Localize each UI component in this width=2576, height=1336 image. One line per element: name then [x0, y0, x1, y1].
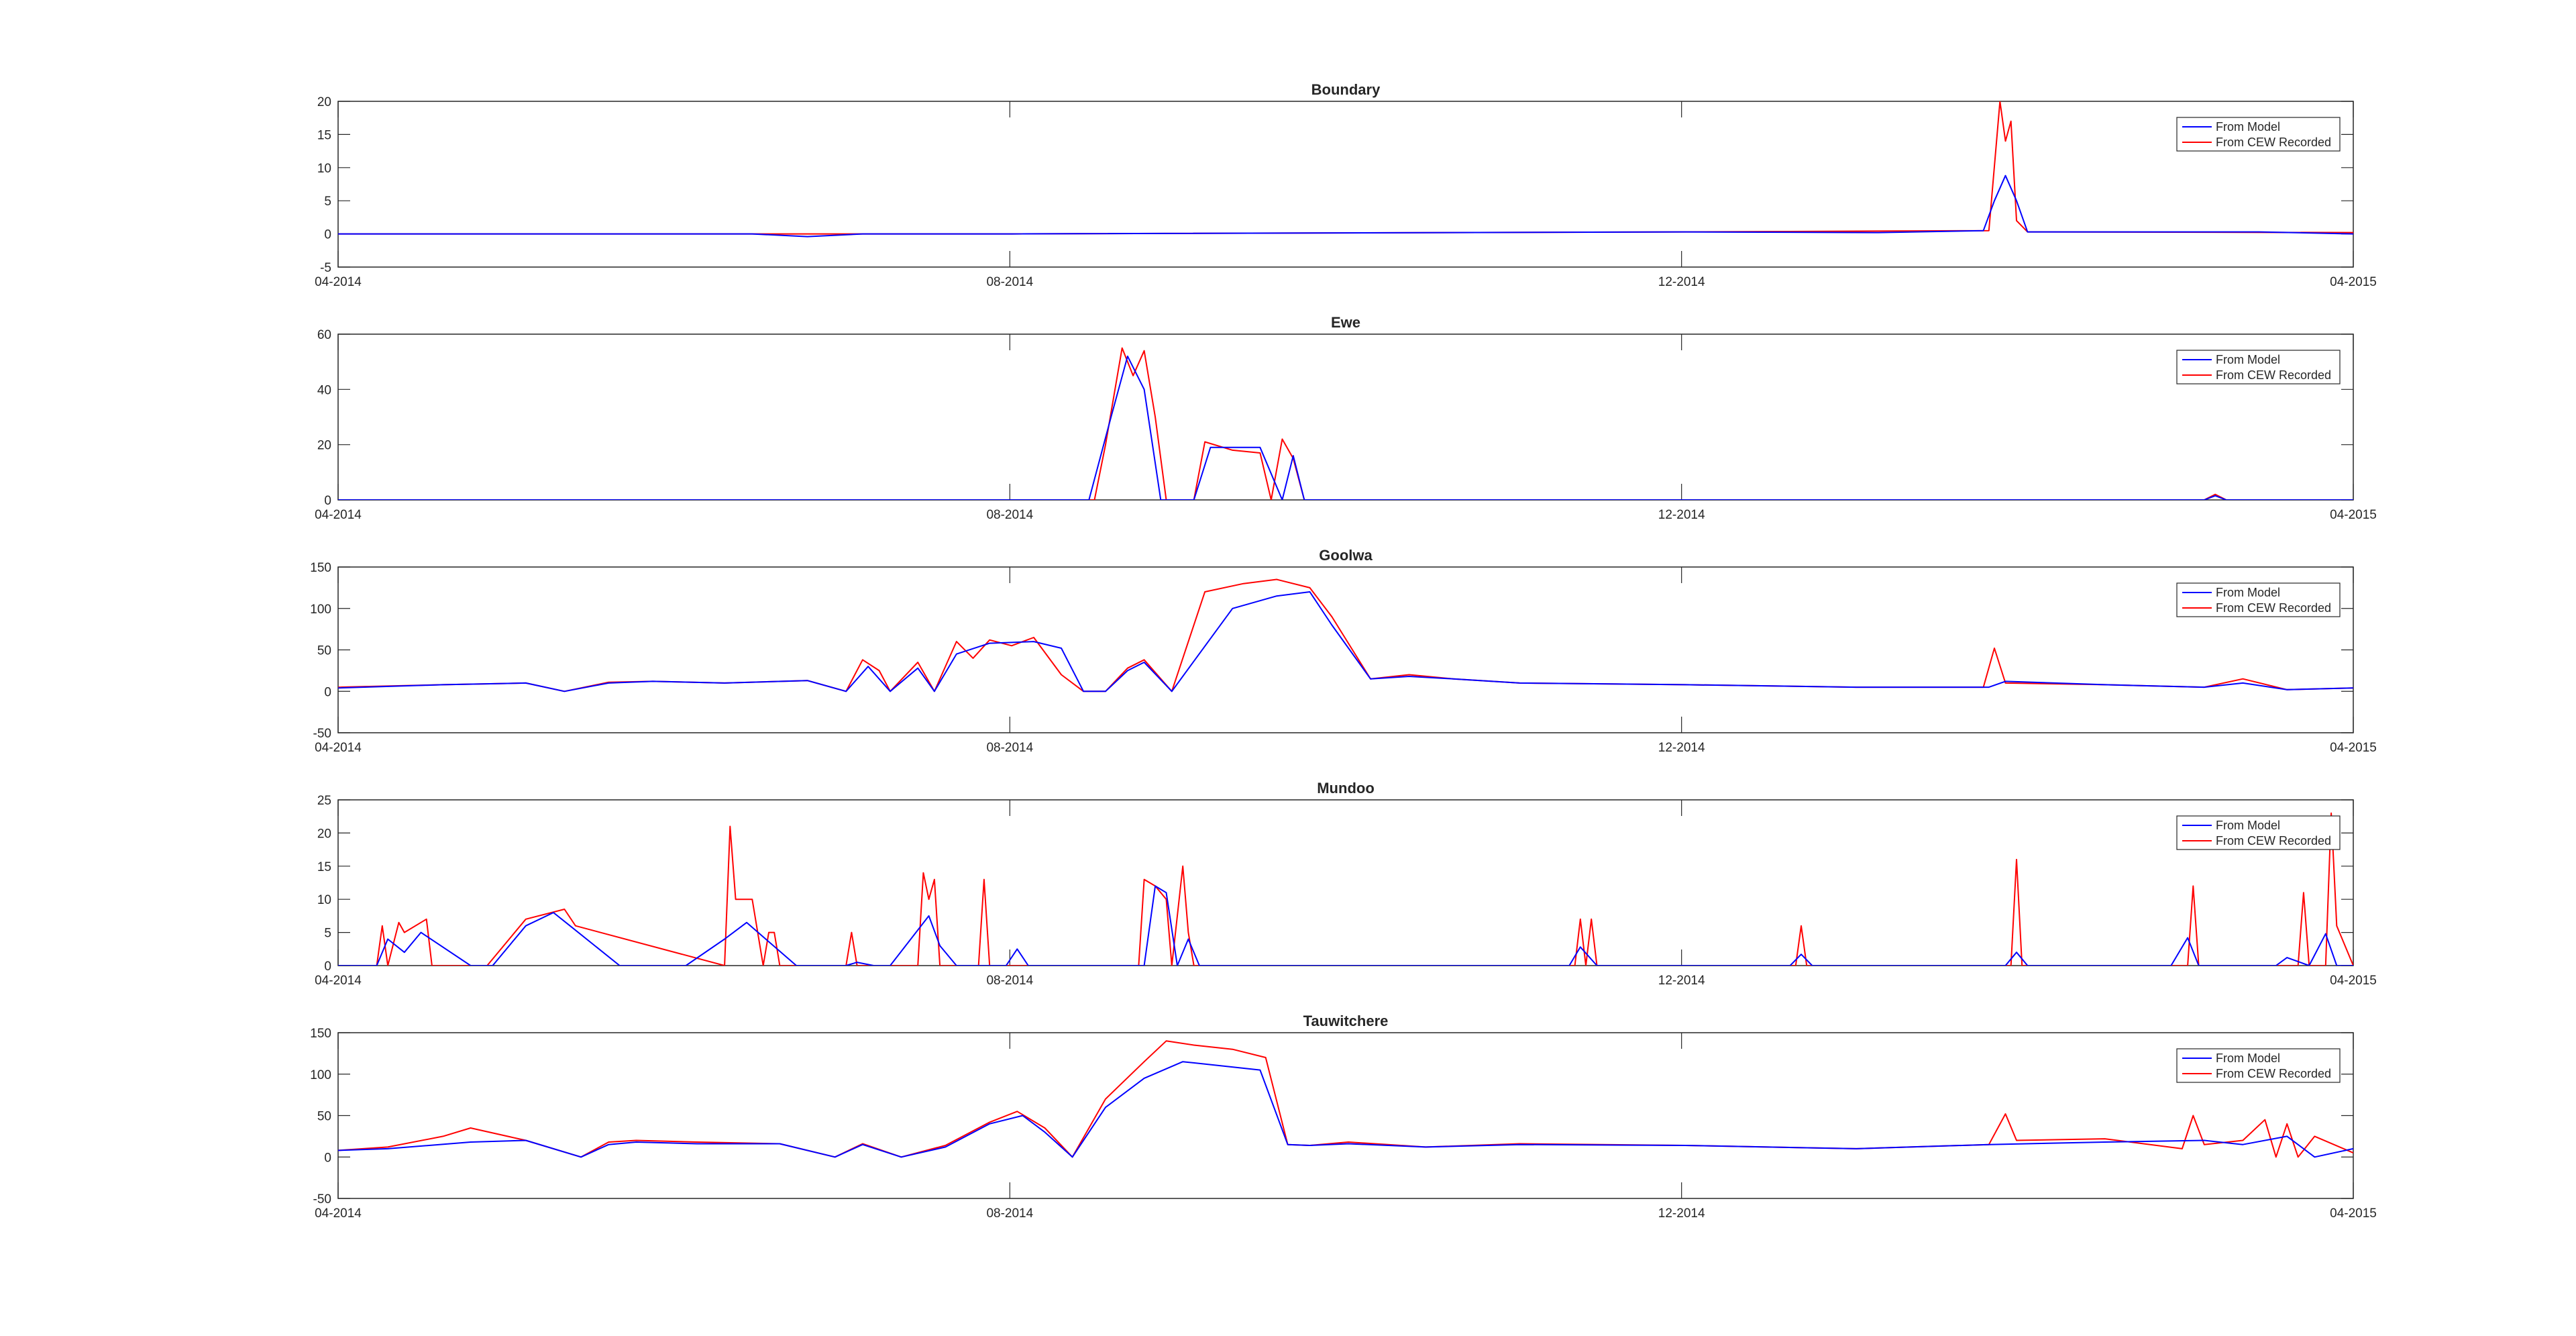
legend-label-model: From Model — [2216, 120, 2280, 134]
axes-box — [337, 333, 2354, 501]
x-tick-label: 12-2014 — [1658, 974, 1705, 988]
series-line-model — [338, 885, 2353, 966]
y-tick-label: 5 — [324, 927, 331, 941]
chart-title: Goolwa — [1319, 547, 1373, 564]
axes-box — [337, 1032, 2354, 1199]
y-tick-label: 50 — [317, 644, 331, 658]
y-tick-label: 0 — [324, 494, 331, 508]
y-tick-label: 150 — [310, 561, 331, 575]
panel-tauwitchere: Tauwitchere -50 0 50 100 150 04-2014 08-2014 12-… — [310, 1013, 2377, 1221]
y-tick-label: 0 — [324, 685, 331, 699]
legend-box — [2176, 117, 2341, 152]
legend-label-model: From Model — [2216, 819, 2280, 832]
y-tick-label: 0 — [324, 228, 331, 242]
x-tick-label: 04-2015 — [2330, 974, 2377, 988]
panel-mundoo: Mundoo 0 5 10 15 20 25 04-2014 08-2014 12-2014 04-… — [315, 780, 2377, 988]
series-line-recorded — [338, 347, 2353, 500]
x-tick-label: 08-2014 — [986, 275, 1033, 289]
y-tick-label: -50 — [313, 1192, 331, 1206]
y-tick-label: 40 — [317, 383, 331, 397]
y-tick-label: 5 — [324, 195, 331, 209]
y-tick-label: 20 — [317, 439, 331, 453]
y-tick-label: 10 — [317, 162, 331, 176]
legend-label-recorded: From CEW Recorded — [2216, 136, 2331, 149]
legend-label-recorded: From CEW Recorded — [2216, 1067, 2331, 1080]
x-tick-label: 04-2014 — [315, 974, 362, 988]
x-tick-label: 08-2014 — [986, 974, 1033, 988]
y-tick-label: 0 — [324, 960, 331, 974]
series-line-model — [338, 355, 2353, 500]
legend-box — [2176, 350, 2341, 384]
x-tick-label: 04-2014 — [315, 508, 362, 522]
axes-box — [337, 799, 2354, 966]
y-tick-label: 25 — [317, 794, 331, 808]
y-tick-label: 100 — [310, 1068, 331, 1082]
axes-box — [337, 566, 2354, 733]
legend-label-recorded: From CEW Recorded — [2216, 834, 2331, 847]
x-tick-label: 08-2014 — [986, 508, 1033, 522]
series-line-model — [338, 1061, 2353, 1158]
legend-box — [2176, 815, 2341, 850]
y-tick-label: 100 — [310, 603, 331, 617]
panel-ewe: Ewe 0 20 40 60 04-2014 08-2014 12-2014 04-2015 Fr… — [315, 314, 2377, 522]
y-tick-label: -50 — [313, 727, 331, 741]
panel-boundary: Boundary -5 0 5 10 15 20 04-2014 08-2014 12-2014 0… — [315, 81, 2377, 289]
x-tick-label: 12-2014 — [1658, 508, 1705, 522]
x-tick-label: 04-2015 — [2330, 275, 2377, 289]
legend-label-recorded: From CEW Recorded — [2216, 368, 2331, 382]
y-tick-label: 20 — [317, 95, 331, 109]
legend-box — [2176, 1048, 2341, 1083]
x-tick-label: 04-2014 — [315, 1206, 362, 1221]
y-tick-label: 20 — [317, 827, 331, 841]
y-tick-label: -5 — [320, 261, 331, 275]
x-tick-label: 08-2014 — [986, 741, 1033, 755]
x-tick-label: 12-2014 — [1658, 741, 1705, 755]
legend-box — [2176, 582, 2341, 617]
series-line-model — [338, 591, 2353, 692]
x-tick-label: 12-2014 — [1658, 1206, 1705, 1221]
y-tick-label: 150 — [310, 1027, 331, 1041]
panel-goolwa: Goolwa -50 0 50 100 150 04-2014 08-2014 12-2014 0… — [310, 547, 2377, 755]
x-tick-label: 08-2014 — [986, 1206, 1033, 1221]
chart-title: Boundary — [1311, 81, 1381, 98]
x-tick-label: 12-2014 — [1658, 275, 1705, 289]
y-tick-label: 15 — [317, 128, 331, 142]
series-line-recorded — [338, 812, 2353, 966]
legend-label-model: From Model — [2216, 586, 2280, 599]
x-tick-label: 04-2014 — [315, 741, 362, 755]
y-tick-label: 60 — [317, 328, 331, 342]
legend-label-recorded: From CEW Recorded — [2216, 601, 2331, 615]
chart-title: Ewe — [1331, 314, 1360, 331]
chart-title: Mundoo — [1317, 780, 1375, 797]
x-tick-label: 04-2015 — [2330, 1206, 2377, 1221]
x-tick-label: 04-2015 — [2330, 741, 2377, 755]
series-line-model — [338, 174, 2353, 238]
x-tick-label: 04-2014 — [315, 275, 362, 289]
legend-label-model: From Model — [2216, 1051, 2280, 1065]
legend-label-model: From Model — [2216, 353, 2280, 366]
axes-box — [337, 101, 2354, 268]
y-tick-label: 15 — [317, 860, 331, 874]
chart-title: Tauwitchere — [1303, 1013, 1389, 1029]
y-tick-label: 50 — [317, 1110, 331, 1124]
y-tick-label: 0 — [324, 1151, 331, 1165]
x-tick-label: 04-2015 — [2330, 508, 2377, 522]
y-tick-label: 10 — [317, 893, 331, 907]
series-line-recorded — [338, 1040, 2353, 1158]
